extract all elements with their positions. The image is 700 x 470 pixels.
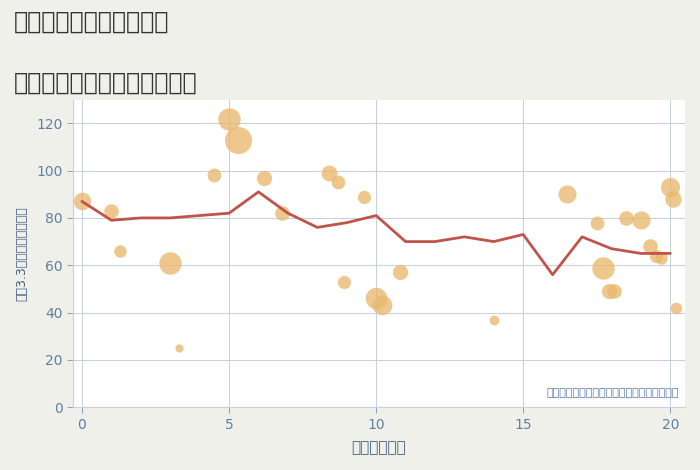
Point [621, 214, 632, 222]
Point [597, 264, 608, 271]
Point [636, 217, 647, 224]
Point [164, 259, 176, 266]
Point [338, 278, 349, 286]
Text: 円の大きさは、取引のあった物件面積を示す: 円の大きさは、取引のあった物件面積を示す [547, 388, 679, 398]
Point [377, 302, 388, 309]
Point [332, 179, 344, 186]
Point [323, 169, 335, 177]
Point [665, 183, 676, 191]
Point [115, 247, 126, 255]
Point [656, 254, 667, 262]
Point [276, 210, 288, 217]
Point [223, 115, 235, 122]
Point [394, 268, 405, 276]
Text: 駅距離別中古マンション価格: 駅距離別中古マンション価格 [14, 70, 197, 94]
Point [359, 193, 370, 200]
Point [603, 288, 614, 295]
Point [259, 174, 270, 181]
Point [370, 295, 382, 302]
Point [668, 195, 679, 203]
Point [644, 243, 655, 250]
Point [591, 219, 602, 227]
Point [232, 136, 244, 144]
Point [609, 288, 620, 295]
Point [488, 316, 499, 323]
Point [106, 207, 117, 215]
Text: 三重県津市安濃町安濃の: 三重県津市安濃町安濃の [14, 9, 169, 33]
Point [650, 252, 662, 259]
Y-axis label: 坪（3.3㎡）単価（万円）: 坪（3.3㎡）単価（万円） [15, 206, 28, 301]
Point [671, 304, 682, 312]
Point [209, 172, 220, 179]
Point [76, 197, 88, 205]
Point [174, 345, 185, 352]
X-axis label: 駅距離（分）: 駅距離（分） [351, 440, 407, 455]
Point [561, 190, 573, 198]
